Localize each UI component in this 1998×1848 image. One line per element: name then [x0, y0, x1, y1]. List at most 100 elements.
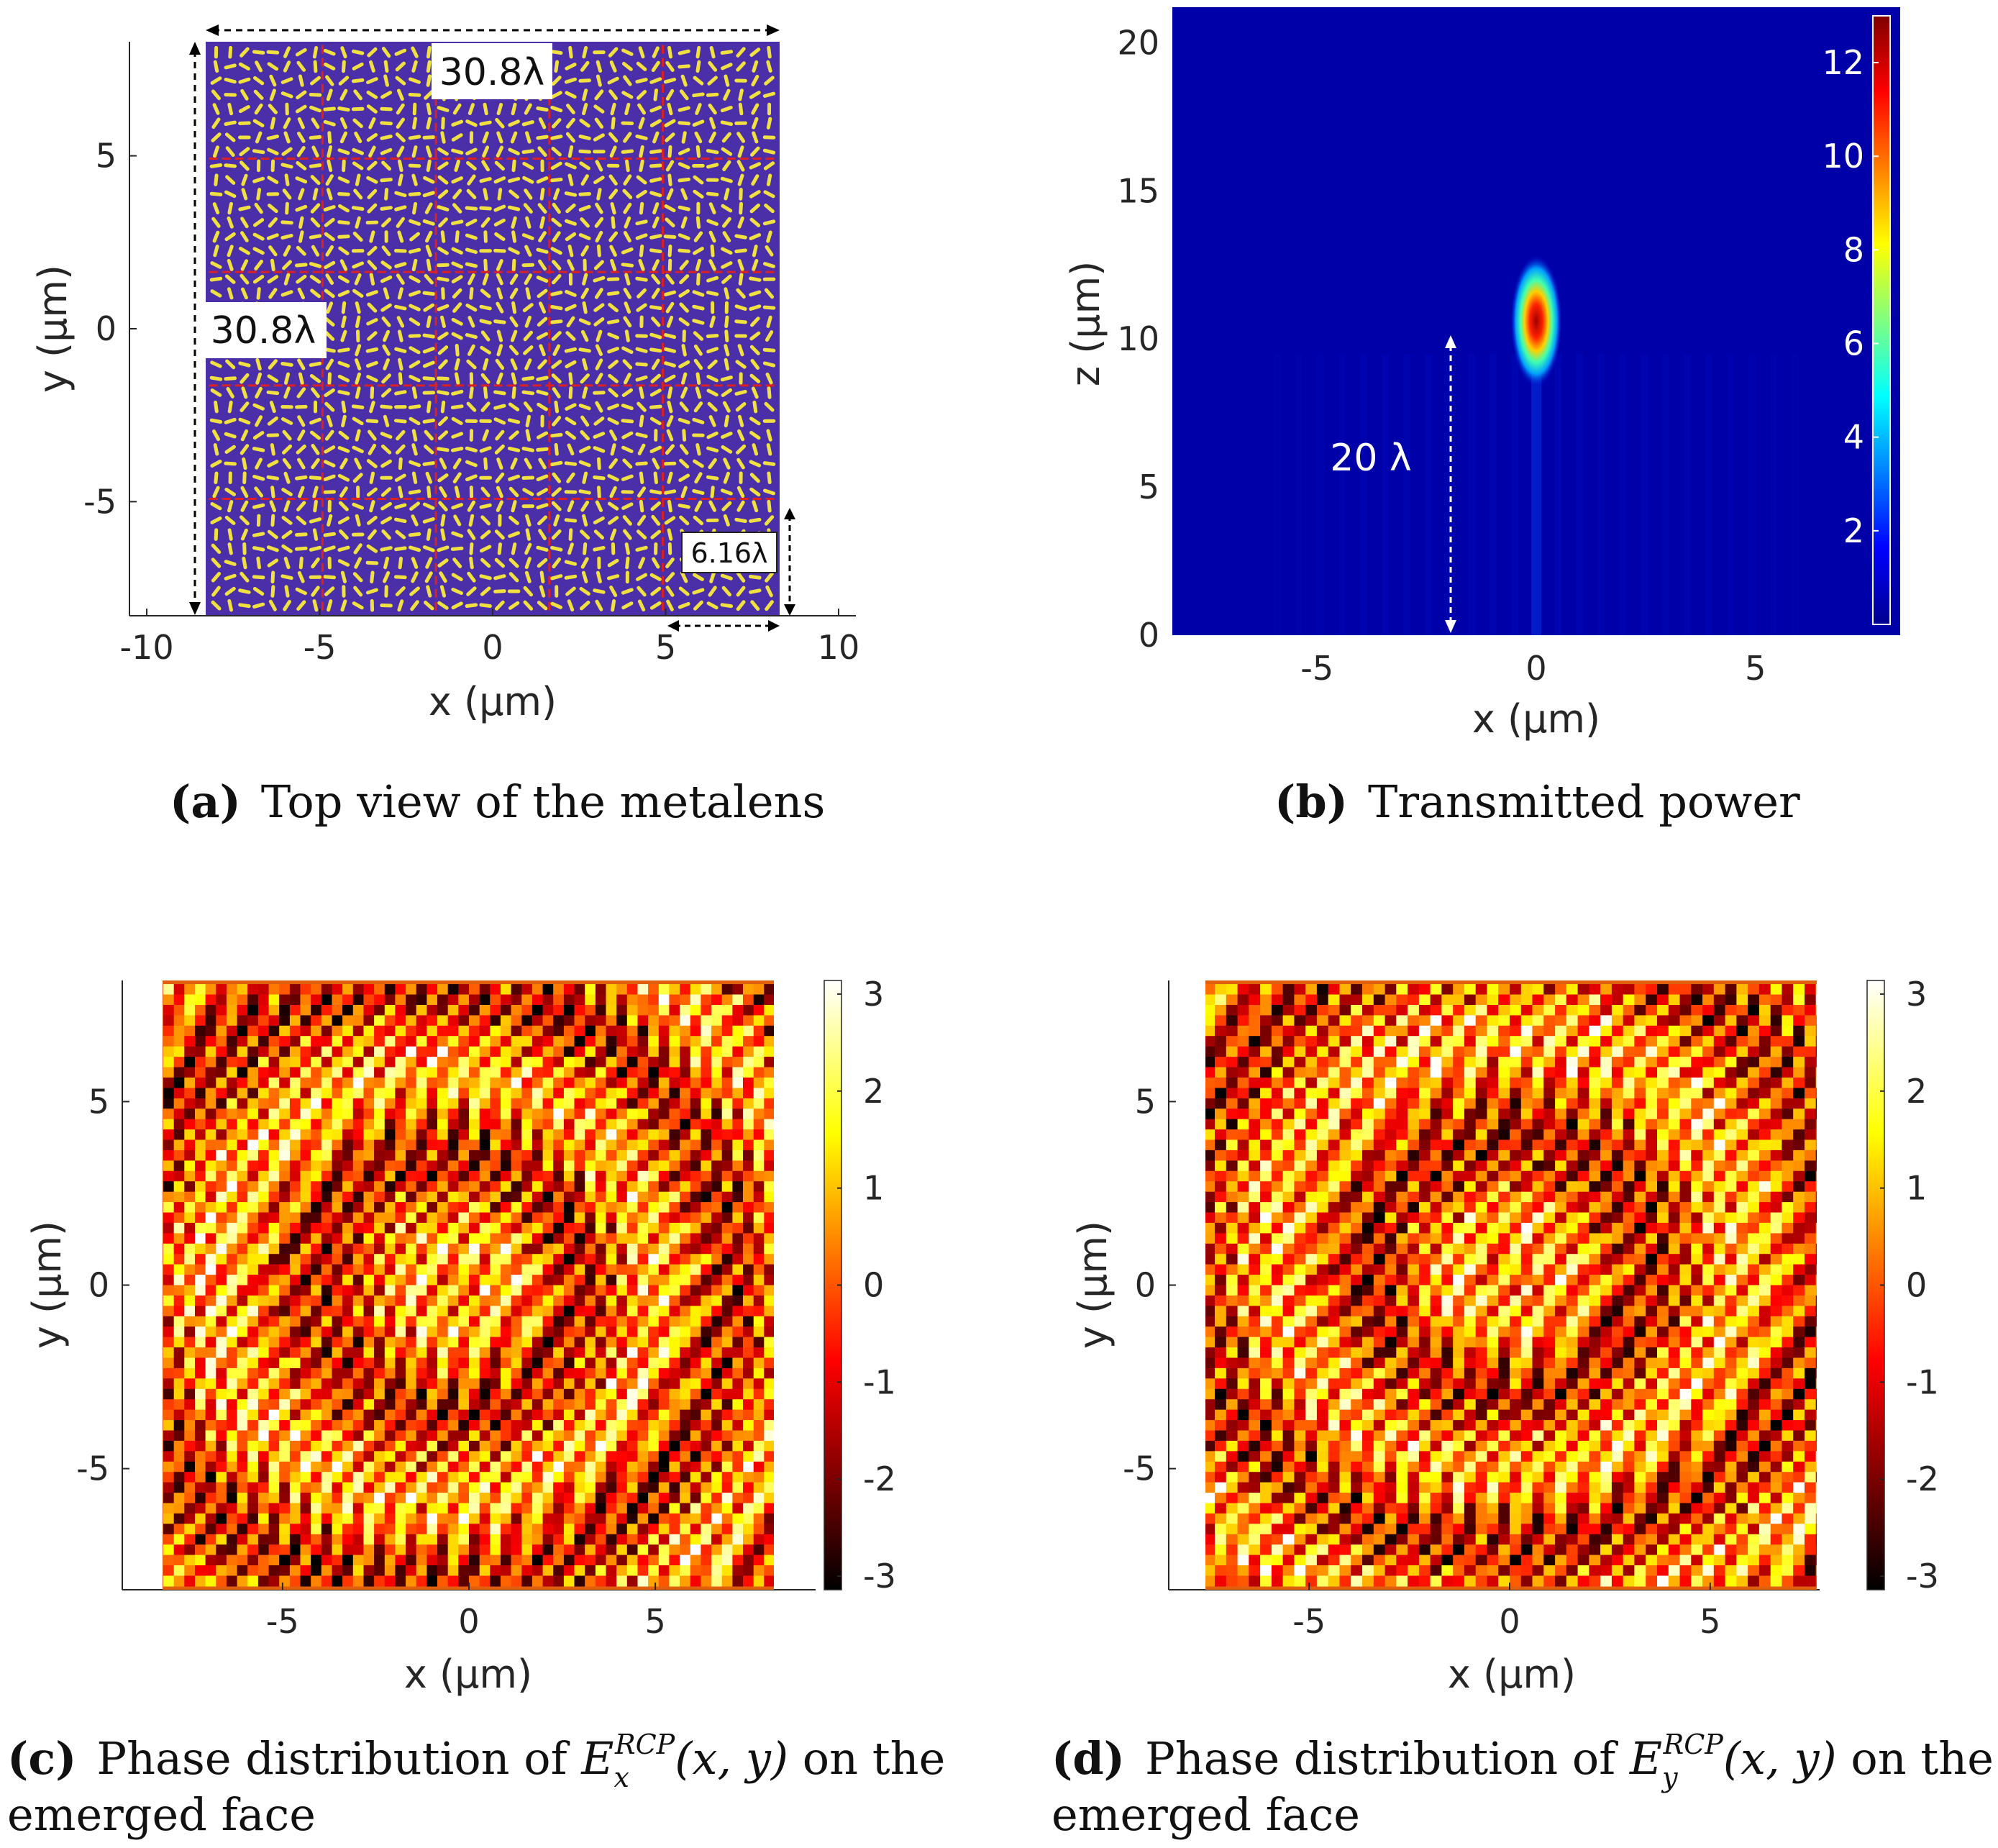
phase-cell [1260, 1088, 1272, 1099]
phase-cell [542, 1565, 554, 1576]
phase-cell [1351, 1088, 1363, 1099]
phase-cell [458, 1067, 470, 1078]
phase-cell [1215, 1326, 1227, 1338]
phase-cell [1373, 1025, 1386, 1037]
phase-cell [247, 994, 259, 1006]
phase-cell [1339, 1139, 1351, 1151]
phase-cell [721, 994, 733, 1006]
phase-cell [469, 1202, 480, 1214]
phase-cell [321, 1513, 333, 1524]
phase-cell [1282, 1326, 1295, 1338]
phase-cell [1226, 1160, 1239, 1172]
phase-cell [1192, 1098, 1204, 1109]
phase-cell [1181, 1462, 1192, 1473]
phase-cell [553, 1139, 565, 1151]
phase-cell [1181, 1493, 1192, 1503]
phase-cell [205, 1555, 216, 1566]
phase-cell [606, 1025, 617, 1037]
phase-cell [648, 1451, 660, 1462]
phase-cell [395, 1326, 406, 1338]
phase-cell [384, 1326, 396, 1338]
phase-cell [1316, 1461, 1329, 1473]
phase-cell [163, 1544, 175, 1556]
phase-cell [637, 1150, 649, 1161]
phase-cell [384, 1109, 396, 1120]
phase-cell [511, 1399, 522, 1411]
phase-cell [511, 1119, 522, 1130]
phase-cell [490, 1015, 501, 1027]
phase-cell [764, 1555, 774, 1566]
phase-cell [764, 1254, 774, 1265]
phase-cell [1294, 1367, 1306, 1379]
phase-cell [395, 1482, 406, 1493]
phase-cell [289, 1544, 301, 1556]
phase-cell [279, 1098, 291, 1109]
phase-cell [332, 1565, 343, 1576]
phase-cell [342, 1524, 354, 1535]
phase-cell [363, 1077, 375, 1088]
phase-cell [1328, 1430, 1341, 1442]
phase-cell [690, 1170, 702, 1182]
phase-cell [658, 1202, 670, 1214]
phase-cell [226, 1347, 238, 1359]
phase-cell [257, 1139, 270, 1151]
phase-cell [352, 1088, 365, 1099]
phase-cell [542, 1088, 554, 1099]
phase-cell [226, 1264, 238, 1275]
phase-cell [1408, 1129, 1420, 1141]
phase-cell [648, 1067, 660, 1078]
phase-cell [195, 1472, 206, 1483]
phase-cell [711, 994, 723, 1006]
phase-cell [374, 1025, 386, 1037]
colorbar-tick-label: 2 [863, 1072, 884, 1111]
phase-cell [511, 1544, 522, 1556]
phase-cell [311, 1057, 322, 1068]
phase-cell [1351, 1181, 1363, 1193]
phase-cell [658, 1243, 670, 1255]
phase-cell [1226, 1150, 1239, 1161]
phase-cell [1328, 1222, 1341, 1234]
phase-cell [321, 1285, 333, 1296]
phase-cell [237, 1367, 248, 1379]
phase-cell [1430, 1025, 1442, 1037]
phase-cell [1260, 1150, 1272, 1161]
phase-cell [680, 1088, 691, 1099]
phase-cell [311, 1088, 322, 1099]
phase-cell [669, 1357, 680, 1369]
phase-cell [1271, 1503, 1284, 1514]
phase-cell [1385, 1388, 1397, 1400]
phase-cell [732, 1243, 744, 1255]
panel-a-caption: (a) Top view of the metalens [170, 775, 825, 828]
phase-cell [1373, 1378, 1386, 1390]
phase-cell [268, 1482, 280, 1493]
phase-cell [1260, 1555, 1272, 1566]
phase-cell [1464, 1378, 1477, 1390]
phase-cell [721, 1555, 733, 1566]
phase-cell [279, 1264, 291, 1275]
phase-cell [732, 1513, 744, 1524]
phase-cell [490, 1461, 501, 1473]
phase-cell [1305, 1036, 1318, 1047]
phase-cell [1205, 1513, 1215, 1524]
phase-cell [1396, 1191, 1408, 1203]
phase-cell [563, 1575, 575, 1587]
phase-cell [648, 1316, 660, 1327]
phase-cell [680, 1150, 691, 1161]
phase-cell [216, 1306, 227, 1317]
phase-cell [563, 1378, 575, 1390]
phase-cell [268, 1005, 280, 1016]
phase-cell [479, 1181, 491, 1193]
x-tick-label: 5 [1745, 649, 1766, 688]
phase-cell [163, 1513, 175, 1524]
phase-cell [447, 1461, 459, 1473]
phase-cell [606, 1222, 617, 1234]
phase-cell [753, 1367, 765, 1379]
phase-cell [606, 1098, 617, 1109]
phase-cell [237, 1493, 248, 1504]
phase-cell [1237, 984, 1249, 996]
phase-cell [637, 1275, 649, 1286]
phase-cell [173, 1295, 185, 1306]
phase-cell [732, 1077, 744, 1088]
phase-cell [173, 1565, 185, 1576]
y-tick-label: 5 [1139, 468, 1159, 506]
